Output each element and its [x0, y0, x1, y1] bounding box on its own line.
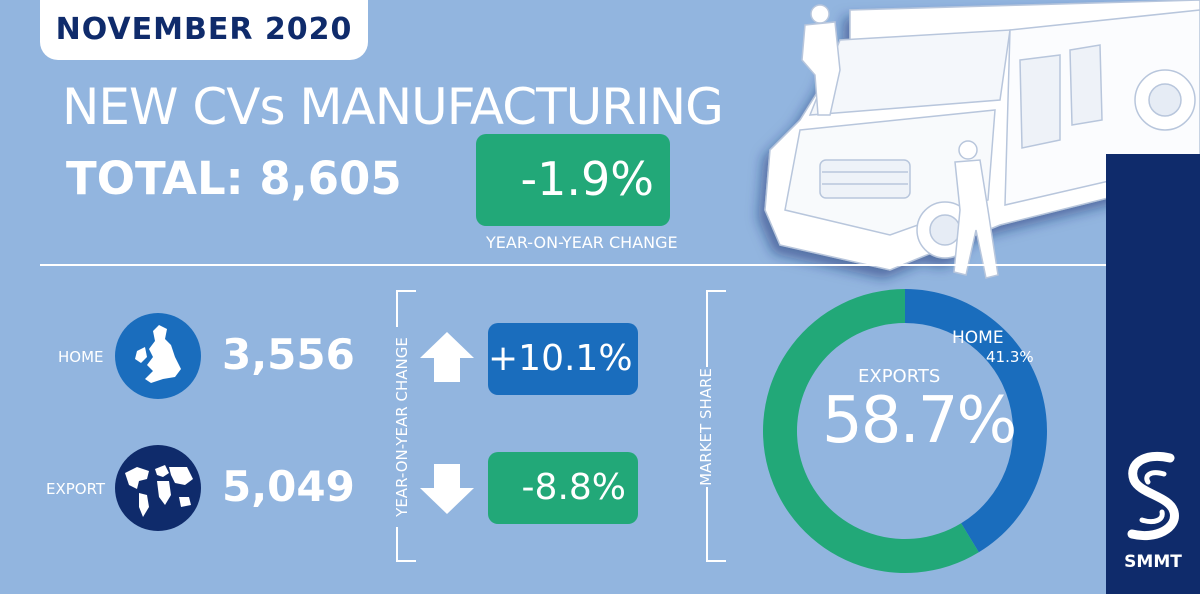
home-label: HOME: [58, 348, 104, 366]
date-label: NOVEMBER 2020: [55, 12, 353, 47]
donut-slice-exports: [763, 289, 979, 573]
yoy-vertical-label: YEAR-ON-YEAR CHANGE: [393, 327, 411, 527]
down-arrow-icon: [420, 464, 474, 514]
up-arrow-icon: [420, 332, 474, 382]
exports-label: EXPORTS: [858, 366, 941, 387]
home-share-label: HOME: [952, 328, 1004, 348]
export-label: EXPORT: [46, 480, 106, 498]
export-value: 5,049: [222, 462, 355, 511]
home-change-badge: +10.1%: [488, 323, 638, 395]
market-share-vertical-label: MARKET SHARE: [697, 367, 715, 487]
export-change-value: -8.8%: [521, 467, 626, 508]
van-illustration: [764, 0, 1200, 279]
exports-percentage: 58.7%: [822, 384, 1017, 458]
donut-slice-home: [905, 289, 1047, 553]
total-value: TOTAL: 8,605: [66, 152, 402, 205]
export-change-badge: -8.8%: [488, 452, 638, 524]
total-change-label: YEAR-ON-YEAR CHANGE: [486, 233, 678, 252]
market-share-donut: [763, 289, 1047, 573]
total-change-badge: -1.9%: [476, 134, 670, 226]
smmt-logo-icon: [1127, 452, 1179, 540]
world-globe-icon: [115, 445, 201, 531]
home-change-value: +10.1%: [488, 338, 633, 379]
total-change-value: -1.9%: [520, 152, 654, 206]
home-value: 3,556: [222, 330, 355, 379]
date-pill: NOVEMBER 2020: [40, 0, 368, 60]
uk-globe-icon: [115, 313, 201, 399]
home-share-value: 41.3%: [986, 348, 1034, 366]
brand-name: SMMT: [1124, 552, 1182, 572]
page-title: NEW CVs MANUFACTURING: [62, 78, 724, 136]
section-divider: [40, 264, 1106, 266]
